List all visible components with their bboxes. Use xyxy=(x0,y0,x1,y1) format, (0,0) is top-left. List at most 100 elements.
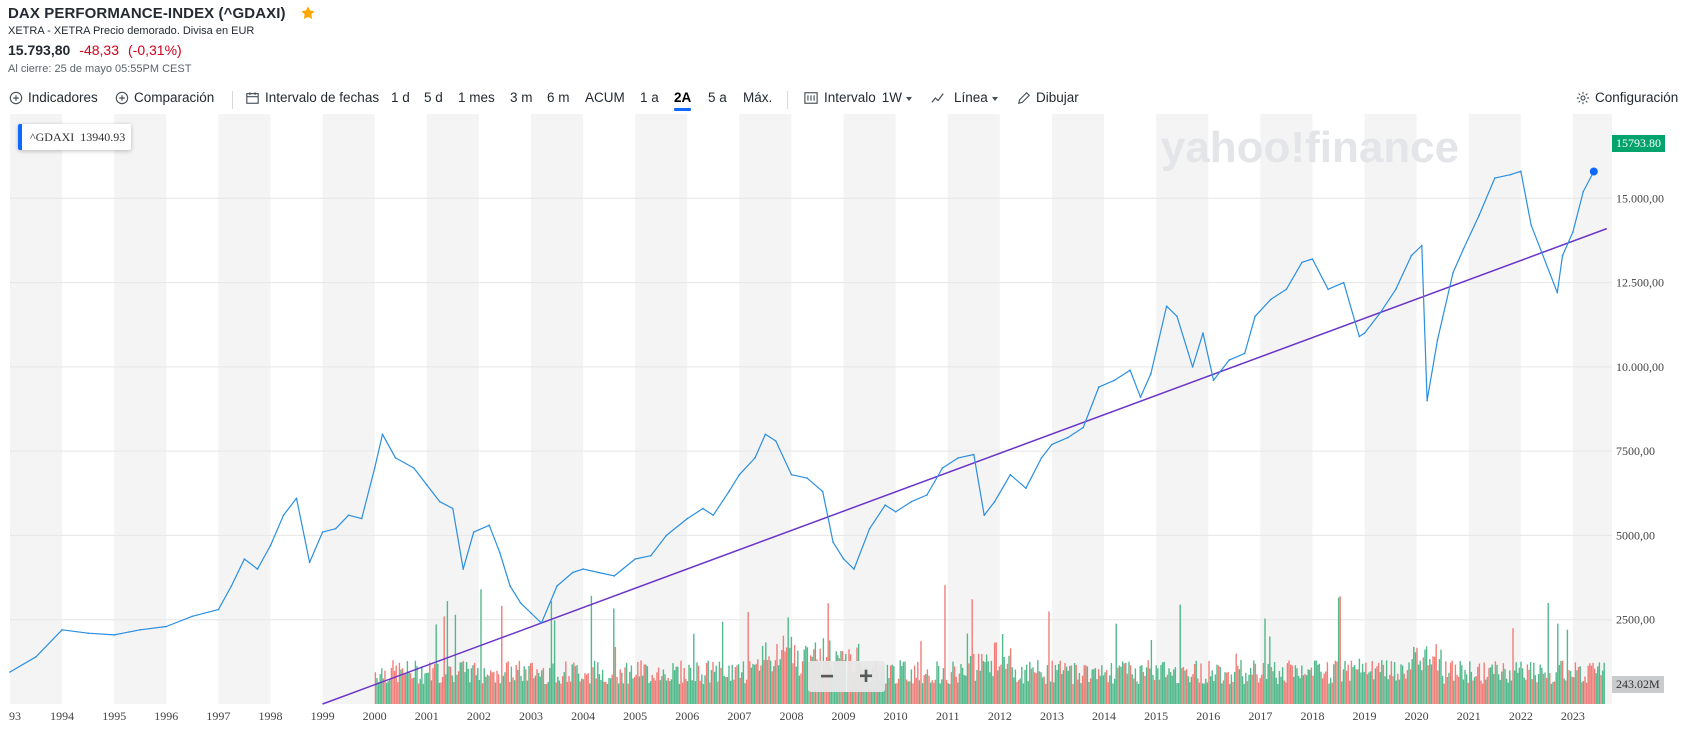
volume-bar xyxy=(713,671,716,704)
range-5d[interactable]: 5 d xyxy=(424,90,443,105)
volume-bar xyxy=(1267,663,1269,704)
year-band xyxy=(1468,114,1521,704)
volume-bar xyxy=(1009,648,1012,704)
range-ytd[interactable]: ACUM xyxy=(585,90,625,105)
volume-bar xyxy=(1289,664,1292,704)
price-point xyxy=(754,457,756,459)
volume-bar xyxy=(1137,684,1140,704)
comparison-button[interactable]: Comparación xyxy=(115,90,214,105)
indicators-button[interactable]: Indicadores xyxy=(9,90,98,105)
interval-dropdown[interactable]: Intervalo 1W xyxy=(803,90,913,105)
range-3m[interactable]: 3 m xyxy=(510,90,533,105)
volume-bar xyxy=(976,670,978,704)
range-1mo[interactable]: 1 mes xyxy=(458,90,495,105)
quote-header: DAX PERFORMANCE-INDEX (^GDAXI) XETRA - X… xyxy=(8,2,708,75)
volume-bar xyxy=(1384,676,1386,704)
volume-bar xyxy=(1246,681,1249,704)
volume-bar xyxy=(917,662,919,704)
volume-bar xyxy=(1369,671,1372,704)
volume-bar xyxy=(1147,660,1149,704)
volume-bar xyxy=(441,676,444,704)
volume-bar xyxy=(654,680,657,704)
volume-bar xyxy=(625,662,628,704)
volume-bar xyxy=(1037,660,1039,704)
volume-bar xyxy=(741,672,743,704)
price-point xyxy=(1270,298,1272,301)
price-point xyxy=(712,514,715,516)
zoom-in-button[interactable]: + xyxy=(846,661,885,692)
volume-bar xyxy=(1139,665,1141,704)
volume-bar xyxy=(1134,668,1137,704)
x-tick-label: 1995 xyxy=(102,709,126,723)
price-point xyxy=(571,571,574,574)
volume-bar xyxy=(1395,680,1397,704)
trendline-layer[interactable] xyxy=(322,227,1608,705)
volume-bar xyxy=(413,677,415,704)
volume-bar xyxy=(968,663,970,704)
volume-bar xyxy=(1304,673,1306,704)
volume-bar xyxy=(869,682,871,704)
volume-bar xyxy=(763,659,765,704)
chevron-down-icon xyxy=(991,96,998,101)
price-point xyxy=(373,467,376,469)
volume-bar xyxy=(1038,671,1041,704)
volume-bar xyxy=(965,675,967,704)
price-point xyxy=(1494,177,1496,179)
volume-bar xyxy=(392,660,394,704)
volume-bar xyxy=(1317,664,1319,704)
volume-bar xyxy=(491,672,493,704)
volume-bar xyxy=(1155,665,1157,704)
volume-bar xyxy=(958,673,961,704)
volume-bar xyxy=(1435,644,1437,704)
volume-bar xyxy=(718,661,721,704)
range-6m[interactable]: 6 m xyxy=(547,90,570,105)
volume-bar xyxy=(795,666,797,704)
legend-color-bar xyxy=(18,124,22,150)
settings-button[interactable]: Configuración xyxy=(1576,90,1678,105)
volume-bar xyxy=(723,675,725,704)
price-change-percent: (-0,31%) xyxy=(128,42,182,58)
price-point xyxy=(556,585,558,587)
series-legend[interactable]: ^GDAXI 13940.93 xyxy=(18,124,132,150)
volume-bar xyxy=(957,682,959,704)
volume-bar xyxy=(769,660,772,704)
volume-bar xyxy=(1400,664,1402,704)
year-band xyxy=(10,114,63,704)
volume-bar xyxy=(393,670,396,704)
range-max[interactable]: Máx. xyxy=(743,90,773,105)
star-icon[interactable] xyxy=(300,5,316,21)
volume-bar xyxy=(1480,680,1482,704)
year-band xyxy=(114,114,167,704)
volume-bar xyxy=(1025,664,1028,704)
volume-bar xyxy=(942,668,945,704)
chart-area[interactable]: yahoo!finance 2500,00 5000,00 7500,00 10.00… xyxy=(0,114,1682,734)
price-point xyxy=(1066,436,1069,439)
price-point xyxy=(1082,426,1084,429)
volume-bar xyxy=(1301,665,1303,704)
volume-bar xyxy=(1096,679,1098,704)
range-1y[interactable]: 1 a xyxy=(640,90,659,105)
zoom-out-button[interactable]: − xyxy=(819,662,834,690)
range-1d[interactable]: 1 d xyxy=(391,90,410,105)
toolbar-divider xyxy=(787,91,788,109)
price-point xyxy=(165,625,168,628)
volume-bar xyxy=(603,681,605,704)
volume-bar xyxy=(1275,677,1277,704)
plus-circle-icon xyxy=(9,91,23,104)
volume-badge: 243.02M xyxy=(1612,676,1664,693)
volume-bar xyxy=(1601,670,1604,704)
comparison-label: Comparación xyxy=(134,90,215,105)
volume-bar xyxy=(1118,665,1121,704)
volume-bar xyxy=(1363,671,1365,704)
volume-bar xyxy=(552,663,554,704)
volume-bar xyxy=(432,668,434,704)
volume-bar xyxy=(1494,661,1497,704)
price-point xyxy=(597,571,600,574)
date-range-button[interactable]: Intervalo de fechas xyxy=(245,90,379,105)
range-2y[interactable]: 2A xyxy=(674,90,692,111)
chart-type-dropdown[interactable]: Línea xyxy=(930,90,998,105)
draw-button[interactable]: Dibujar xyxy=(1017,90,1079,105)
volume-bar xyxy=(1197,678,1199,704)
range-5y[interactable]: 5 a xyxy=(708,90,727,105)
volume-bar xyxy=(777,665,780,704)
